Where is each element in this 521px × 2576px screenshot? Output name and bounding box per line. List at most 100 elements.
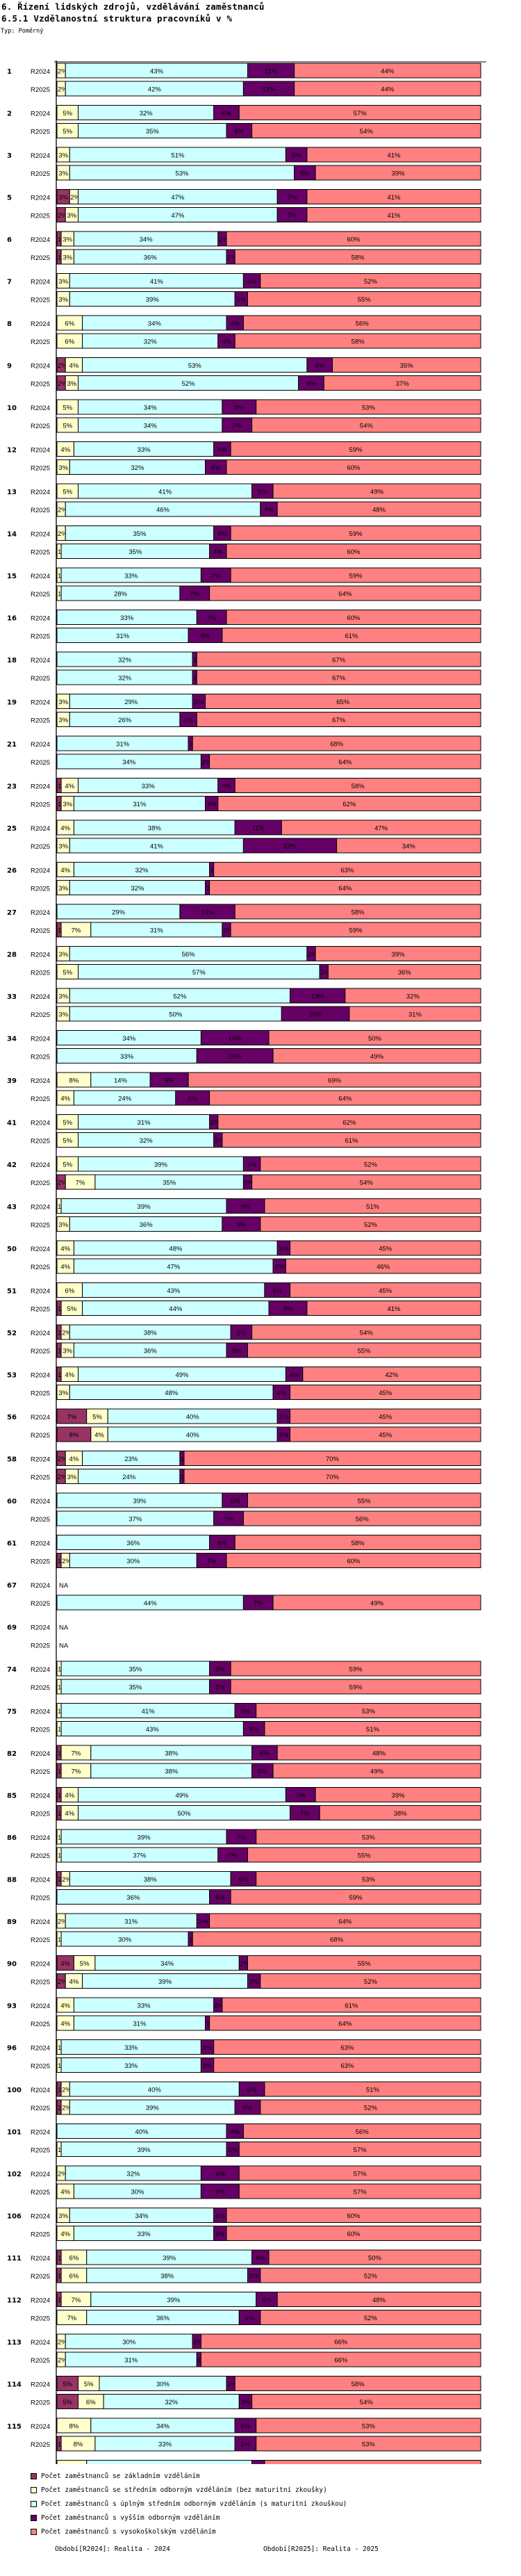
- segment-value-label: 1%: [58, 1852, 67, 1860]
- segment-value-label: 49%: [370, 1600, 384, 1608]
- segment-value-label: 52%: [364, 278, 378, 286]
- na-label: NA: [59, 1582, 69, 1590]
- segment-value-label: 5%: [92, 1414, 102, 1421]
- bar-segment: [251, 1324, 481, 1340]
- bar-segment: [213, 862, 481, 877]
- period-label: R2024: [31, 1750, 50, 1758]
- bar-segment: [192, 1931, 481, 1947]
- segment-value-label: 49%: [370, 1768, 384, 1776]
- period-label: R2025: [31, 2357, 50, 2365]
- segment-value-label: 5%: [63, 969, 72, 977]
- segment-value-label: 7%: [67, 2315, 76, 2322]
- segment-value-label: 4%: [247, 278, 257, 286]
- group-label: 19: [7, 699, 17, 707]
- segment-value-label: 3%: [58, 1221, 68, 1229]
- segment-value-label: 65%: [336, 699, 350, 706]
- segment-value-label: 1%: [58, 1558, 67, 1565]
- segment-value-label: 38%: [144, 1330, 158, 1337]
- segment-value-label: 69%: [328, 1077, 342, 1085]
- period-label: R2025: [31, 1600, 50, 1608]
- segment-value-label: 38%: [144, 1876, 158, 1884]
- bar-segment: [230, 567, 481, 583]
- segment-value-label: 48%: [372, 507, 386, 514]
- bar-segment: [336, 838, 481, 854]
- segment-value-label: 4%: [60, 1960, 70, 1968]
- group-label: 100: [7, 2087, 22, 2094]
- segment-value-label: 24%: [118, 1095, 132, 1103]
- segment-value-label: 1%: [197, 2357, 207, 2365]
- segment-value-label: 33%: [138, 2003, 151, 2010]
- segment-value-label: 32%: [165, 2399, 179, 2406]
- segment-value-label: 2%: [223, 927, 233, 935]
- bar-segment: [290, 1385, 481, 1400]
- segment-value-label: 26%: [118, 717, 132, 724]
- group-label: 1: [7, 68, 12, 76]
- period-label: R2024: [31, 2003, 50, 2010]
- segment-value-label: 31%: [133, 2021, 147, 2028]
- group-label: 14: [7, 531, 17, 539]
- legend-label: Počet zaměstnanců s úplným středním odbo…: [41, 2500, 347, 2508]
- bar-segment: [226, 231, 481, 247]
- segment-value-label: 8%: [69, 1432, 79, 1440]
- period-label: R2025: [31, 1979, 50, 1987]
- segment-value-label: 5%: [63, 1137, 72, 1145]
- segment-value-label: 1%: [58, 2297, 67, 2304]
- segment-value-label: 48%: [372, 1750, 386, 1758]
- segment-value-label: 11%: [265, 68, 278, 76]
- period-label: R2025: [31, 1768, 50, 1776]
- group-label: 85: [7, 1793, 17, 1800]
- period-label: R2024: [31, 1961, 50, 1968]
- legend-item: Počet zaměstnanců s vysokoškolským vzděl…: [31, 2525, 347, 2538]
- segment-value-label: 62%: [342, 1119, 356, 1127]
- period-label: R2024: [31, 1204, 50, 1212]
- segment-value-label: 53%: [188, 362, 202, 370]
- bar-segment: [256, 2418, 481, 2434]
- segment-value-label: 52%: [364, 2315, 378, 2322]
- segment-value-label: 45%: [379, 1287, 392, 1295]
- segment-value-label: 2%: [62, 2105, 72, 2112]
- bar-segment: [323, 375, 481, 391]
- segment-value-label: 1%: [58, 548, 67, 556]
- bar-segment: [306, 1301, 481, 1316]
- group-label: 41: [7, 1120, 17, 1127]
- segment-value-label: 59%: [349, 446, 363, 454]
- group-label: 58: [7, 1456, 17, 1464]
- segment-value-label: 1%: [58, 801, 67, 808]
- segment-value-label: 1%: [58, 2105, 67, 2112]
- group-label: 113: [7, 2339, 22, 2347]
- segment-value-label: 50%: [177, 1810, 191, 1818]
- segment-value-label: 35%: [163, 1180, 176, 1187]
- segment-value-label: 8%: [69, 1077, 79, 1085]
- segment-value-label: 5%: [245, 2315, 255, 2322]
- period-label: R2024: [31, 2129, 50, 2137]
- segment-value-label: 1%: [58, 1768, 67, 1776]
- period-label: R2025: [31, 801, 50, 809]
- segment-value-label: 2%: [58, 530, 67, 538]
- period-note-2025: Období[R2025]: Realita - 2025: [263, 2545, 379, 2553]
- bar-segment: [264, 1721, 481, 1736]
- bar-segment: [234, 1535, 481, 1550]
- segment-value-label: 6%: [247, 2087, 257, 2094]
- segment-value-label: 5%: [300, 170, 310, 178]
- segment-value-label: 39%: [167, 2297, 181, 2304]
- segment-value-label: 39%: [138, 2146, 151, 2154]
- segment-value-label: 3%: [58, 278, 68, 286]
- segment-value-label: 47%: [167, 1264, 181, 1271]
- bar-segment: [260, 1156, 481, 1172]
- segment-value-label: 57%: [354, 2171, 367, 2178]
- segment-value-label: 2%: [210, 1119, 220, 1127]
- segment-value-label: 70%: [326, 1474, 340, 1481]
- segment-value-label: 2%: [58, 1456, 67, 1463]
- group-label: 96: [7, 2045, 17, 2053]
- bar-segment: [256, 2436, 481, 2452]
- period-label: R2025: [31, 381, 50, 389]
- segment-value-label: 7%: [207, 614, 217, 622]
- segment-value-label: 33%: [120, 614, 134, 622]
- segment-value-label: 33%: [138, 2231, 151, 2238]
- segment-value-label: 4%: [217, 530, 227, 538]
- segment-value-label: 2%: [58, 380, 67, 388]
- segment-value-label: 1%: [206, 885, 216, 892]
- segment-value-label: 4%: [65, 783, 74, 790]
- legend: Počet zaměstnanců se základním vzděláním…: [31, 2469, 347, 2538]
- group-label: 93: [7, 2003, 17, 2010]
